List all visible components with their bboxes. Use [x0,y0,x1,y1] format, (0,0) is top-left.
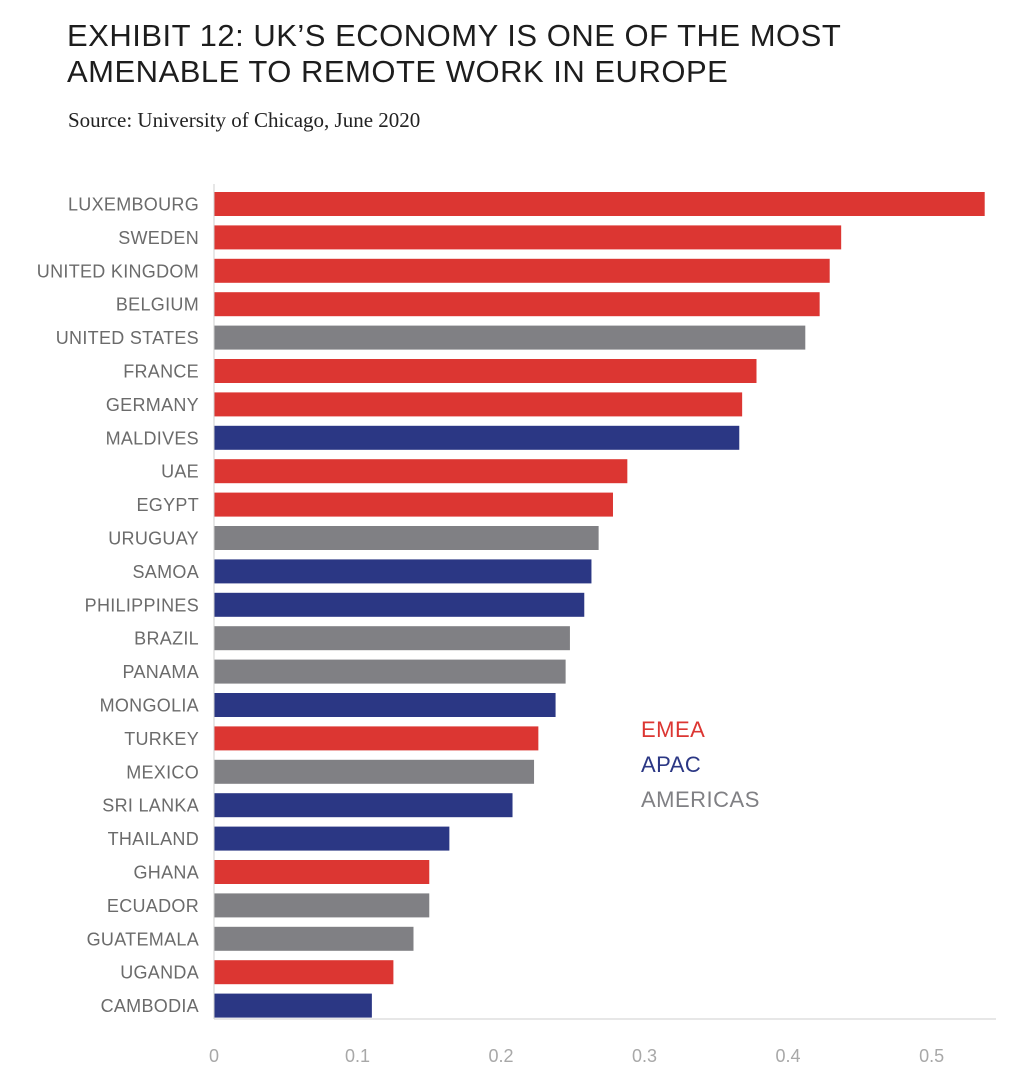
x-tick-label-0: 0 [209,1046,219,1066]
category-label-sri-lanka: SRI LANKA [102,796,199,816]
bar-uruguay [214,526,599,550]
category-label-luxembourg: LUXEMBOURG [68,195,199,215]
legend-item-americas: AMERICAS [641,787,760,812]
category-label-uruguay: URUGUAY [108,529,199,549]
category-label-philippines: PHILIPPINES [85,595,199,615]
bar-sweden [214,225,842,250]
category-label-panama: PANAMA [123,662,199,682]
category-label-egypt: EGYPT [136,495,199,515]
bar-maldives [214,425,740,450]
category-label-samoa: SAMOA [132,562,199,582]
category-label-thailand: THAILAND [108,829,199,849]
category-label-ghana: GHANA [133,863,199,883]
bar-united-states [214,325,806,350]
bar-mongolia [214,693,556,717]
chart-title-line-1: EXHIBIT 12: UK’S ECONOMY IS ONE OF THE M… [67,18,842,53]
category-label-belgium: BELGIUM [116,295,199,315]
bar-thailand [214,826,450,851]
legend-item-emea: EMEA [641,717,705,742]
bar-united-kingdom [214,258,830,283]
category-label-guatemala: GUATEMALA [87,929,199,949]
category-label-france: FRANCE [123,362,199,382]
x-tick-labels: 0 0.1 0.2 0.3 0.4 0.5 [209,1046,944,1066]
chart-source: Source: University of Chicago, June 2020 [68,108,421,132]
bar-france [214,359,757,383]
category-label-united-kingdom: UNITED KINGDOM [37,261,199,281]
x-tick-label-4: 0.4 [776,1046,801,1066]
bar-turkey [214,726,539,751]
legend: EMEA APAC AMERICAS [641,717,760,812]
category-label-turkey: TURKEY [124,729,199,749]
chart-title: EXHIBIT 12: UK’S ECONOMY IS ONE OF THE M… [67,18,987,90]
category-label-mongolia: MONGOLIA [100,696,199,716]
x-tick-label-1: 0.1 [345,1046,370,1066]
category-label-ecuador: ECUADOR [107,896,199,916]
bar-mexico [214,759,535,784]
bar-guatemala [214,926,414,951]
category-label-maldives: MALDIVES [106,428,199,448]
category-label-united-states: UNITED STATES [56,328,199,348]
chart-title-line-2: AMENABLE TO REMOTE WORK IN EUROPE [67,54,729,89]
bar-sri-lanka [214,793,513,818]
bar-brazil [214,626,570,651]
category-label-sweden: SWEDEN [118,228,199,248]
bar-ecuador [214,893,430,918]
bar-belgium [214,292,820,317]
bars-group [214,192,985,1018]
category-label-germany: GERMANY [106,395,199,415]
x-tick-label-3: 0.3 [632,1046,657,1066]
bar-egypt [214,492,613,517]
category-label-brazil: BRAZIL [134,629,199,649]
bar-luxembourg [214,192,985,216]
x-tick-label-5: 0.5 [919,1046,944,1066]
bar-ghana [214,860,430,884]
bar-germany [214,392,743,417]
bar-samoa [214,559,592,584]
bar-philippines [214,592,585,617]
bar-uae [214,459,628,484]
bar-cambodia [214,993,372,1018]
axes-group [213,184,996,1020]
bar-panama [214,659,566,684]
x-tick-label-2: 0.2 [489,1046,514,1066]
category-labels: LUXEMBOURG SWEDEN UNITED KINGDOM BELGIUM UNI… [37,195,199,1017]
bar-uganda [214,960,394,985]
category-label-uganda: UGANDA [120,963,199,983]
category-label-cambodia: CAMBODIA [101,996,199,1016]
legend-item-apac: APAC [641,752,701,777]
category-label-mexico: MEXICO [126,762,199,782]
category-label-uae: UAE [161,462,199,482]
